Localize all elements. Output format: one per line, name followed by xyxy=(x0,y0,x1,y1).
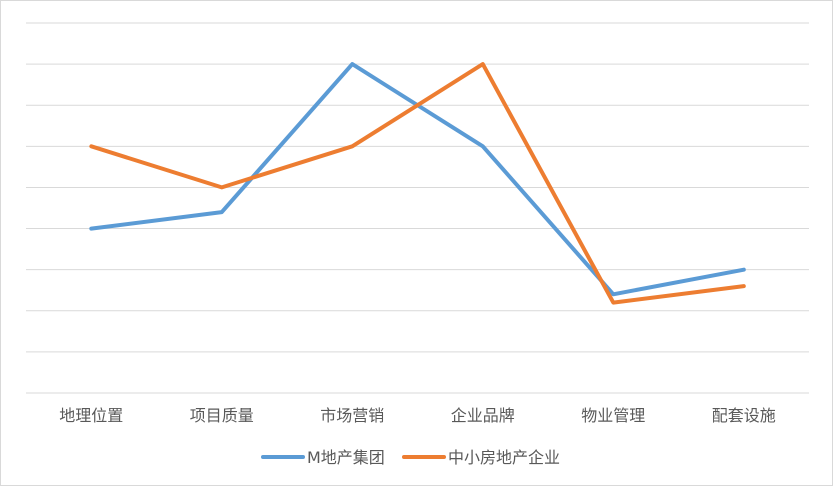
x-axis-tick-labels: 地理位置 项目质量 市场营销 企业品牌 物业管理 配套设施 xyxy=(59,406,776,425)
gridlines xyxy=(26,22,809,394)
data-point xyxy=(89,144,93,148)
x-tick-label: 物业管理 xyxy=(581,406,645,425)
x-tick-label: 地理位置 xyxy=(59,406,123,425)
data-point xyxy=(481,144,485,148)
data-point xyxy=(611,292,615,296)
series-lines xyxy=(89,62,746,305)
data-point xyxy=(350,62,354,66)
data-point xyxy=(89,227,93,231)
data-point xyxy=(220,185,224,189)
data-point xyxy=(220,210,224,214)
data-point xyxy=(611,301,615,305)
data-point xyxy=(481,62,485,66)
x-tick-label: 企业品牌 xyxy=(451,406,515,425)
x-tick-label: 配套设施 xyxy=(712,406,776,425)
x-tick-label: 市场营销 xyxy=(320,406,384,425)
series-line-2 xyxy=(89,62,746,305)
legend-label-1: M地产集团 xyxy=(307,448,385,467)
legend: M地产集团 中小房地产企业 xyxy=(261,448,560,467)
x-tick-label: 项目质量 xyxy=(190,406,254,425)
data-point xyxy=(350,144,354,148)
data-point xyxy=(742,284,746,288)
legend-label-2: 中小房地产企业 xyxy=(448,448,560,467)
data-point xyxy=(742,268,746,272)
